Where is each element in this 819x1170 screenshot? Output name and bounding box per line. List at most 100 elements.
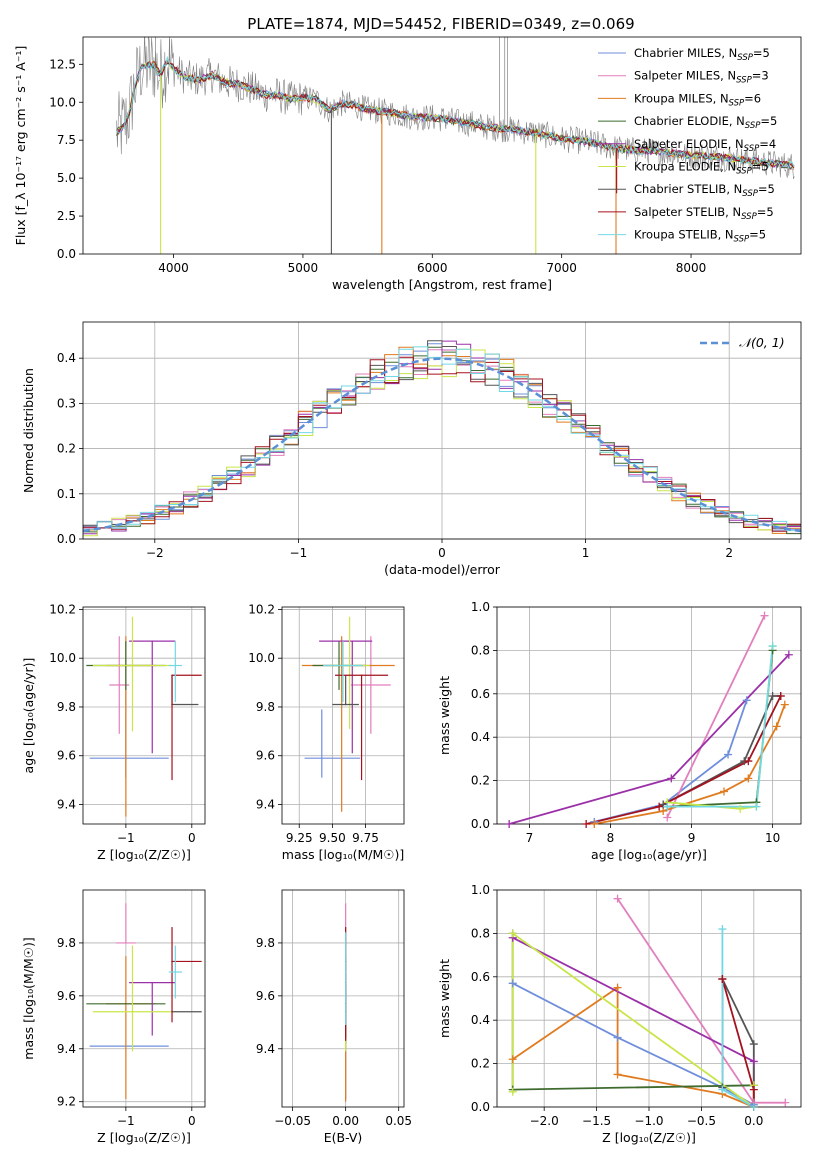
x-axis-label: (data-model)/error (384, 562, 501, 577)
y-tick-label: 10.0 (248, 651, 275, 665)
axes-frame (281, 889, 405, 1108)
legend-model-name: Chabrier STELIB, N (634, 182, 742, 196)
weight-marker (659, 800, 668, 809)
panel-mass-vs-EBV: −0.05 0.00 0.05 9.4 9.6 9.8 E(B-V) (256, 889, 412, 1145)
x-tick-label: −0.05 (274, 1114, 311, 1128)
y-tick-label: 0.3 (57, 396, 76, 410)
y-tick-label: 9.8 (256, 700, 275, 714)
panel-spectrum: 4000 5000 6000 7000 8000 0.0 2.5 5.0 7.5 10.0 12.5… (13, 36, 802, 292)
x-tick-label: −0.5 (687, 1114, 716, 1128)
y-tick-label: 10.0 (49, 651, 76, 665)
legend-subscript: SSP (737, 53, 753, 63)
y-axis-label: mass weight (437, 676, 452, 755)
legend-label-4: Salpeter ELODIE, NSSP=4 (634, 137, 776, 154)
legend-subscript: SSP (745, 121, 761, 131)
x-tick-label: 1 (582, 546, 590, 560)
x-tick-label: 9.50 (319, 831, 346, 845)
weight-marker (508, 1055, 517, 1064)
point-marker-8 (344, 971, 347, 973)
weight-line-1 (666, 615, 766, 818)
point-marker-1 (118, 684, 121, 686)
figure-title: PLATE=1874, MJD=54452, FIBERID=0349, z=0… (247, 15, 634, 33)
panel-mass-weight-vs-age: 7 8 9 10 0.0 0.2 0.4 0.6 0.8 1.0 age [log₁₀(age/yr… (437, 600, 802, 862)
weight-marker (749, 1103, 758, 1111)
plot-area (301, 616, 395, 812)
legend-nssp-value: =5 (749, 228, 766, 242)
y-tick-label: 0.0 (57, 247, 76, 261)
weight-marker (719, 787, 728, 796)
legend-model-name: Salpeter ELODIE, N (634, 137, 744, 151)
legend-model-name: Salpeter STELIB, N (634, 205, 741, 219)
axes-frame (82, 606, 206, 825)
x-tick-label: −1.5 (582, 1114, 611, 1128)
legend-subscript: SSP (729, 98, 745, 108)
x-axis-label: Z [log₁₀(Z/Z☉)] (97, 847, 191, 862)
panel-mass-vs-Z: −1 0 9.2 9.4 9.6 9.8 Z [log₁₀(Z/Z☉)] mass [log₁… (21, 889, 206, 1145)
legend-subscript: SSP (742, 189, 758, 199)
y-tick-label: 9.4 (57, 797, 76, 811)
legend-model-name: Kroupa ELODIE, N (634, 160, 736, 174)
y-tick-label: 10.2 (49, 602, 76, 616)
x-tick-label: 0 (188, 1114, 196, 1128)
histogram-step-8 (83, 346, 801, 539)
y-tick-label: 9.8 (256, 936, 275, 950)
weight-marker (760, 611, 769, 620)
weight-marker (752, 802, 761, 811)
y-tick-label: 0.0 (471, 1100, 490, 1114)
weight-marker (655, 802, 664, 811)
legend-model-name: Kroupa MILES, N (634, 91, 729, 105)
legend-nssp-value: =4 (759, 137, 776, 151)
y-tick-label: 5.0 (57, 171, 76, 185)
point-marker-6 (344, 703, 347, 706)
x-tick-label: 9 (688, 831, 696, 845)
legend-label-2: Kroupa MILES, NSSP=6 (634, 91, 761, 108)
plot-area (83, 340, 801, 539)
panel-mass-weight-vs-Z: −2.0 −1.5 −1.0 −0.5 0.0 0.0 0.2 0.4 0.6 0.8 1.0 Z [… (437, 883, 802, 1145)
y-tick-label: 7.5 (57, 133, 76, 147)
y-tick-label: 9.6 (57, 989, 76, 1003)
y-tick-label: 9.2 (57, 1095, 76, 1109)
legend-nssp-value: =5 (752, 160, 769, 174)
x-tick-label: −1 (117, 831, 135, 845)
legend-nssp-value: =5 (757, 205, 774, 219)
point-marker-4 (151, 981, 154, 984)
y-tick-label: 0.0 (471, 817, 490, 831)
legend-model-name: Chabrier MILES, N (634, 46, 737, 60)
point-marker-7 (360, 674, 363, 677)
y-tick-label: 0.2 (57, 442, 76, 456)
weight-marker (718, 974, 727, 983)
weight-marker (744, 757, 753, 766)
legend-nssp-value: =5 (753, 46, 770, 60)
x-tick-label: 8 (607, 831, 615, 845)
point-marker-4 (151, 640, 154, 642)
x-tick-label: −1 (290, 546, 308, 560)
point-marker-1 (125, 942, 127, 944)
plots-container: 4000 5000 6000 7000 80000.02.55.07.510.012.5… (13, 36, 802, 1145)
y-tick-label: 0.4 (57, 351, 76, 365)
weight-marker (781, 1098, 790, 1107)
legend-label-1: Salpeter MILES, NSSP=3 (634, 69, 769, 86)
y-tick-label: 0.6 (471, 687, 490, 701)
weight-marker (780, 700, 789, 709)
legend-nssp-value: =3 (752, 69, 769, 83)
weight-marker (613, 983, 622, 992)
legend-label-7: Salpeter STELIB, NSSP=5 (634, 205, 774, 222)
x-tick-label: 0 (438, 546, 446, 560)
legend-model-name: Kroupa STELIB, N (634, 228, 734, 242)
x-axis-label: E(B-V) (324, 1130, 363, 1145)
weight-line-2 (594, 704, 786, 824)
weight-marker (749, 1040, 758, 1049)
axes-frame (82, 36, 802, 255)
model-spectrum-8 (116, 55, 795, 170)
plot-area (116, 37, 795, 254)
x-tick-label: −1.0 (634, 1114, 663, 1128)
x-tick-label: −2 (146, 546, 164, 560)
y-tick-label: 0.4 (471, 730, 490, 744)
y-axis-label: mass [log₁₀(M/M☉)] (21, 937, 36, 1059)
point-marker-5 (131, 1010, 134, 1013)
y-tick-label: 2.5 (57, 209, 76, 223)
x-axis-label: Z [log₁₀(Z/Z☉)] (602, 1130, 696, 1145)
weight-marker (718, 1085, 727, 1094)
y-tick-label: 9.6 (256, 749, 275, 763)
